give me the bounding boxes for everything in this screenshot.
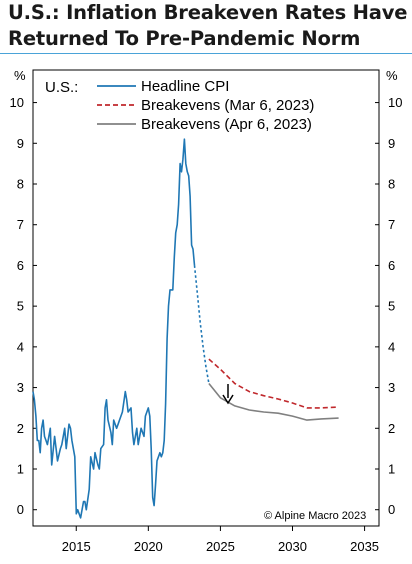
y-tick-label-left: 2: [17, 421, 24, 436]
y-tick-label-right: 1: [388, 462, 395, 477]
y-tick-label-right: 10: [388, 95, 402, 110]
y-tick-label-right: 6: [388, 258, 395, 273]
y-tick-label-left: 3: [17, 380, 24, 395]
y-tick-label-right: 3: [388, 380, 395, 395]
panel-label: U.S.:: [45, 79, 78, 96]
down-arrow-annotation: [222, 384, 234, 405]
chart-title: U.S.: Inflation Breakeven Rates Have Ret…: [8, 0, 408, 52]
breakevens-mar-line: [208, 358, 339, 409]
legend-label: Breakevens (Mar 6, 2023): [141, 97, 314, 114]
x-tick-label: 2025: [206, 539, 235, 554]
y-tick-label-right: 2: [388, 421, 395, 436]
title-line-2: Returned To Pre-Pandemic Norm: [8, 27, 361, 50]
y-tick-label-left: 10: [10, 95, 24, 110]
title-line-1: U.S.: Inflation Breakeven Rates Have: [8, 1, 408, 24]
y-tick-label-left: 5: [17, 299, 24, 314]
y-unit-left: %: [14, 68, 26, 83]
plot-frame: [32, 69, 380, 527]
x-tick-label: 2030: [278, 539, 307, 554]
y-tick-label-right: 8: [388, 177, 395, 192]
y-tick-label-right: 4: [388, 339, 395, 354]
y-tick-label-left: 6: [17, 258, 24, 273]
series-lines: [32, 138, 339, 519]
x-tick-label: 2015: [62, 539, 91, 554]
x-tick-label: 2020: [134, 539, 163, 554]
y-tick-label-left: 4: [17, 339, 24, 354]
title-rule: [0, 53, 412, 54]
legend-label: Breakevens (Apr 6, 2023): [141, 116, 312, 133]
y-tick-label-left: 7: [17, 217, 24, 232]
axis-ticks: 0 0 1 1 2 2 3 3 4 4 5 5 6 6 7 7 8 8 9 9 10 10 2015 2020 2025 2030…: [10, 95, 403, 554]
y-tick-label-left: 0: [17, 502, 24, 517]
y-tick-label-right: 7: [388, 217, 395, 232]
headline-cpi-projection-line: [193, 265, 210, 384]
y-tick-label-left: 9: [17, 136, 24, 151]
y-tick-label-left: 8: [17, 177, 24, 192]
y-tick-label-right: 0: [388, 502, 395, 517]
legend: Headline CPI Breakevens (Mar 6, 2023) Brea…: [97, 78, 314, 133]
y-tick-label-right: 9: [388, 136, 395, 151]
headline-cpi-line: [32, 138, 196, 519]
y-tick-label-right: 5: [388, 299, 395, 314]
y-tick-label-left: 1: [17, 462, 24, 477]
x-tick-label: 2035: [350, 539, 379, 554]
legend-label: Headline CPI: [141, 78, 229, 95]
credit: © Alpine Macro 2023: [264, 510, 366, 522]
y-unit-right: %: [386, 68, 398, 83]
